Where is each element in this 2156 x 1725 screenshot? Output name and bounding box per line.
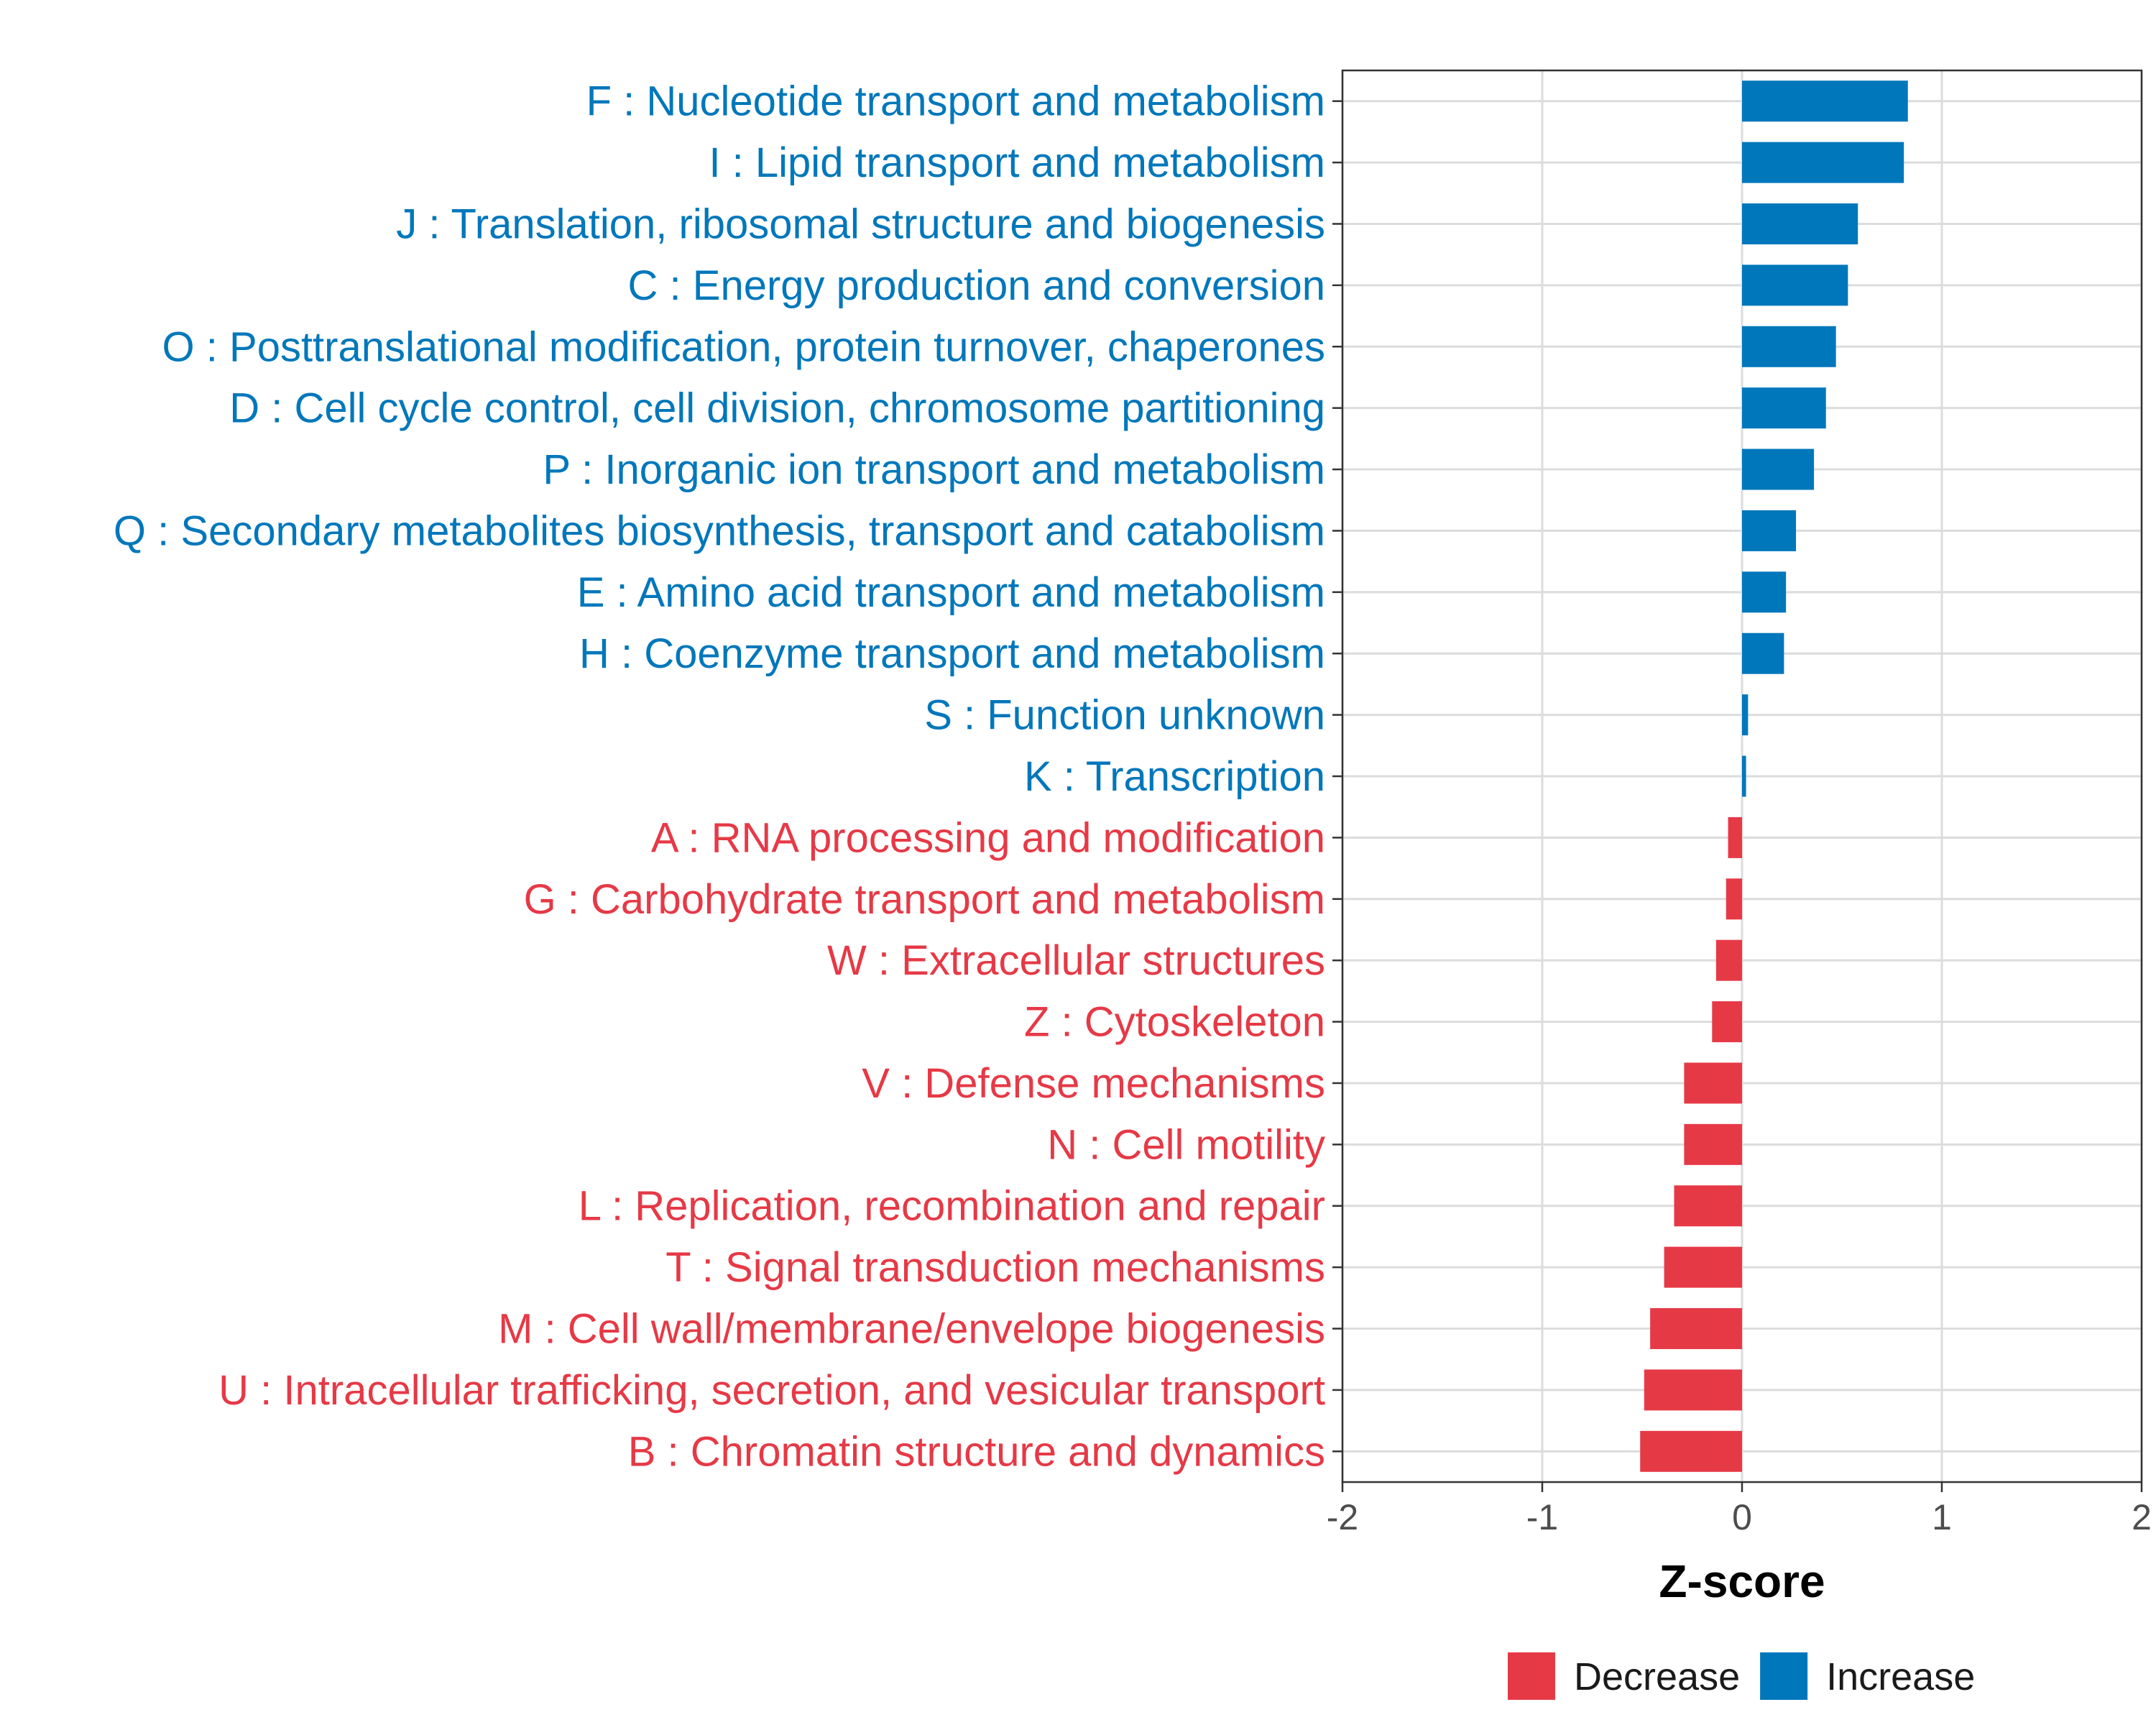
bar-increase	[1742, 387, 1826, 429]
category-label: F : Nucleotide transport and metabolism	[586, 78, 1325, 125]
category-label: J : Translation, ribosomal structure and…	[396, 201, 1325, 247]
category-label: B : Chromatin structure and dynamics	[628, 1428, 1325, 1475]
bar-increase	[1742, 203, 1858, 244]
legend-label-increase: Increase	[1826, 1655, 1975, 1698]
bar-increase	[1742, 264, 1848, 306]
bar-increase	[1742, 632, 1784, 674]
legend-swatch-decrease	[1508, 1652, 1555, 1700]
legend: Decrease Increase	[1508, 1652, 1975, 1700]
x-axis-title: Z-score	[1659, 1555, 1825, 1607]
bar-increase	[1742, 571, 1787, 613]
legend-swatch-increase	[1760, 1652, 1808, 1700]
category-label: K : Transcription	[1024, 753, 1325, 800]
bar-decrease	[1726, 878, 1742, 920]
category-label: P : Inorganic ion transport and metaboli…	[543, 446, 1325, 493]
bar-increase	[1742, 80, 1908, 122]
bar-decrease	[1712, 1001, 1742, 1043]
bar-decrease	[1644, 1369, 1742, 1411]
bar-decrease	[1664, 1246, 1742, 1288]
category-label: Z : Cytoskeleton	[1024, 999, 1325, 1046]
category-label: G : Carbohydrate transport and metabolis…	[524, 876, 1325, 923]
category-label: I : Lipid transport and metabolism	[709, 139, 1325, 186]
category-label: A : RNA processing and modification	[651, 814, 1325, 861]
category-label: L : Replication, recombination and repai…	[579, 1183, 1325, 1230]
bar-decrease	[1674, 1185, 1742, 1227]
legend-label-decrease: Decrease	[1574, 1655, 1740, 1698]
category-label: U : Intracellular trafficking, secretion…	[218, 1367, 1325, 1414]
bar-increase	[1742, 755, 1746, 797]
bar-increase	[1742, 694, 1749, 736]
bar-increase	[1742, 326, 1836, 367]
x-ticks: -2 -1 0 1 2	[1327, 1482, 2152, 1537]
bar-increase	[1742, 448, 1815, 490]
category-label: Q : Secondary metabolites biosynthesis, …	[114, 507, 1325, 554]
bar-decrease	[1684, 1123, 1742, 1165]
bar-decrease	[1728, 816, 1742, 858]
category-label: M : Cell wall/membrane/envelope biogenes…	[498, 1306, 1325, 1353]
category-label: S : Function unknown	[924, 692, 1325, 739]
bar-increase	[1742, 510, 1797, 551]
x-tick-label: -2	[1327, 1497, 1358, 1537]
bar-decrease	[1640, 1430, 1742, 1472]
y-ticks: F : Nucleotide transport and metabolism I…	[114, 78, 1342, 1475]
category-label: V : Defense mechanisms	[862, 1060, 1325, 1107]
bar-decrease	[1684, 1062, 1742, 1104]
category-label: E : Amino acid transport and metabolism	[577, 569, 1325, 616]
x-tick-label: -1	[1526, 1497, 1558, 1537]
bar-increase	[1742, 142, 1904, 183]
category-label: C : Energy production and conversion	[628, 262, 1325, 309]
x-tick-label: 2	[2132, 1497, 2152, 1537]
bar-decrease	[1715, 939, 1742, 981]
x-tick-label: 1	[1932, 1497, 1952, 1537]
category-label: N : Cell motility	[1047, 1121, 1325, 1168]
bars	[1640, 80, 1908, 1472]
category-label: H : Coenzyme transport and metabolism	[579, 630, 1325, 677]
category-label: D : Cell cycle control, cell division, c…	[229, 385, 1325, 432]
category-label: O : Posttranslational modification, prot…	[162, 323, 1325, 370]
bar-decrease	[1650, 1308, 1742, 1350]
x-tick-label: 0	[1732, 1497, 1752, 1537]
category-label: T : Signal transduction mechanisms	[665, 1244, 1325, 1291]
category-label: W : Extracellular structures	[827, 937, 1325, 984]
